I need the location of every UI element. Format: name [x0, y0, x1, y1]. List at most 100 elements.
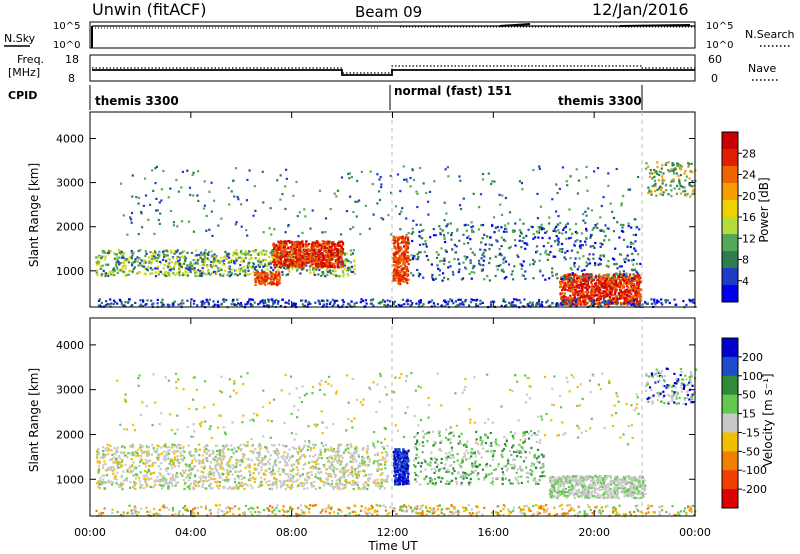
echo-cell [599, 303, 602, 306]
echo-cell [356, 466, 360, 469]
echo-cell [677, 174, 680, 177]
echo-cell [430, 263, 433, 266]
echo-cell [105, 300, 108, 303]
echo-cell [478, 262, 481, 265]
echo-cell [162, 267, 165, 270]
echo-cell [585, 265, 588, 268]
echo-cell [203, 204, 206, 207]
echo-cell [382, 445, 385, 448]
echo-cell [424, 242, 427, 246]
echo-cell [331, 305, 334, 308]
echo-cell [355, 460, 358, 463]
echo-cell [622, 303, 626, 306]
echo-cell [575, 286, 578, 289]
echo-cell [96, 461, 99, 464]
echo-cell [307, 255, 310, 258]
echo-cell [315, 255, 318, 258]
echo-cell [366, 451, 369, 455]
echo-cell [172, 304, 175, 307]
echo-cell [532, 168, 535, 172]
echo-cell [281, 193, 284, 196]
echo-cell [291, 262, 294, 265]
echo-cell [247, 464, 250, 467]
echo-cell [320, 456, 323, 460]
echo-cell [249, 484, 252, 487]
echo-cell [377, 190, 381, 193]
echo-cell [602, 230, 605, 233]
echo-cell [580, 279, 583, 282]
echo-cell [444, 240, 447, 244]
echo-cell [325, 302, 328, 306]
echo-cell [247, 273, 250, 276]
echo-cell [140, 212, 143, 215]
echo-cell [402, 239, 405, 242]
echo-cell [611, 257, 615, 260]
echo-cell [569, 236, 572, 239]
echo-cell [342, 303, 345, 306]
echo-cell [258, 485, 261, 488]
echo-cell [606, 278, 609, 281]
echo-cell [170, 482, 174, 485]
echo-cell [472, 230, 475, 233]
echo-cell [133, 266, 136, 269]
echo-cell [252, 214, 255, 217]
echo-cell [564, 231, 568, 234]
echo-cell [160, 446, 163, 449]
echo-cell [678, 181, 681, 184]
echo-cell [413, 255, 416, 258]
station-title: Unwin (fitACF) [92, 0, 206, 19]
echo-cell [647, 186, 650, 189]
echo-cell [144, 194, 148, 197]
echo-cell [269, 270, 272, 273]
echo-cell [593, 293, 596, 296]
echo-cell [549, 251, 552, 254]
echo-cell [402, 251, 405, 254]
echo-cell [512, 230, 515, 233]
echo-cell [236, 254, 239, 257]
echo-cell [104, 272, 107, 275]
echo-cell [132, 267, 135, 271]
echo-cell [324, 230, 327, 234]
echo-cell [144, 250, 147, 253]
echo-cell [475, 304, 478, 308]
echo-cell [445, 212, 448, 215]
echo-cell [178, 252, 181, 255]
echo-cell [625, 279, 628, 282]
echo-cell [302, 252, 305, 255]
echo-cell [561, 292, 564, 295]
echo-cell [241, 252, 244, 255]
echo-cell [318, 268, 321, 272]
echo-cell [483, 278, 486, 281]
echo-cell [470, 298, 473, 301]
echo-cell [538, 167, 541, 170]
echo-cell [613, 282, 616, 285]
echo-cell [364, 299, 368, 302]
echo-cell [267, 298, 270, 301]
echo-cell [394, 240, 397, 243]
echo-cell [168, 446, 171, 449]
echo-cell [620, 202, 623, 205]
echo-cell [389, 174, 392, 177]
echo-cell [505, 304, 508, 307]
echo-cell [580, 232, 584, 235]
echo-cell [362, 469, 365, 472]
echo-cell [181, 474, 184, 477]
echo-cell [446, 303, 450, 306]
echo-cell [417, 272, 420, 275]
echo-cell [404, 236, 407, 239]
echo-cell [496, 225, 499, 229]
echo-cell [315, 257, 318, 260]
echo-cell [386, 299, 389, 302]
echo-cell [581, 290, 584, 293]
echo-cell [284, 256, 287, 259]
echo-cell [306, 487, 309, 490]
echo-cell [513, 239, 517, 242]
echo-cell [213, 258, 216, 261]
echo-cell [317, 253, 320, 257]
echo-cell [180, 251, 183, 254]
echo-cell [235, 304, 238, 307]
echo-cell [590, 288, 593, 291]
echo-cell [214, 270, 217, 273]
echo-cell [667, 161, 670, 164]
